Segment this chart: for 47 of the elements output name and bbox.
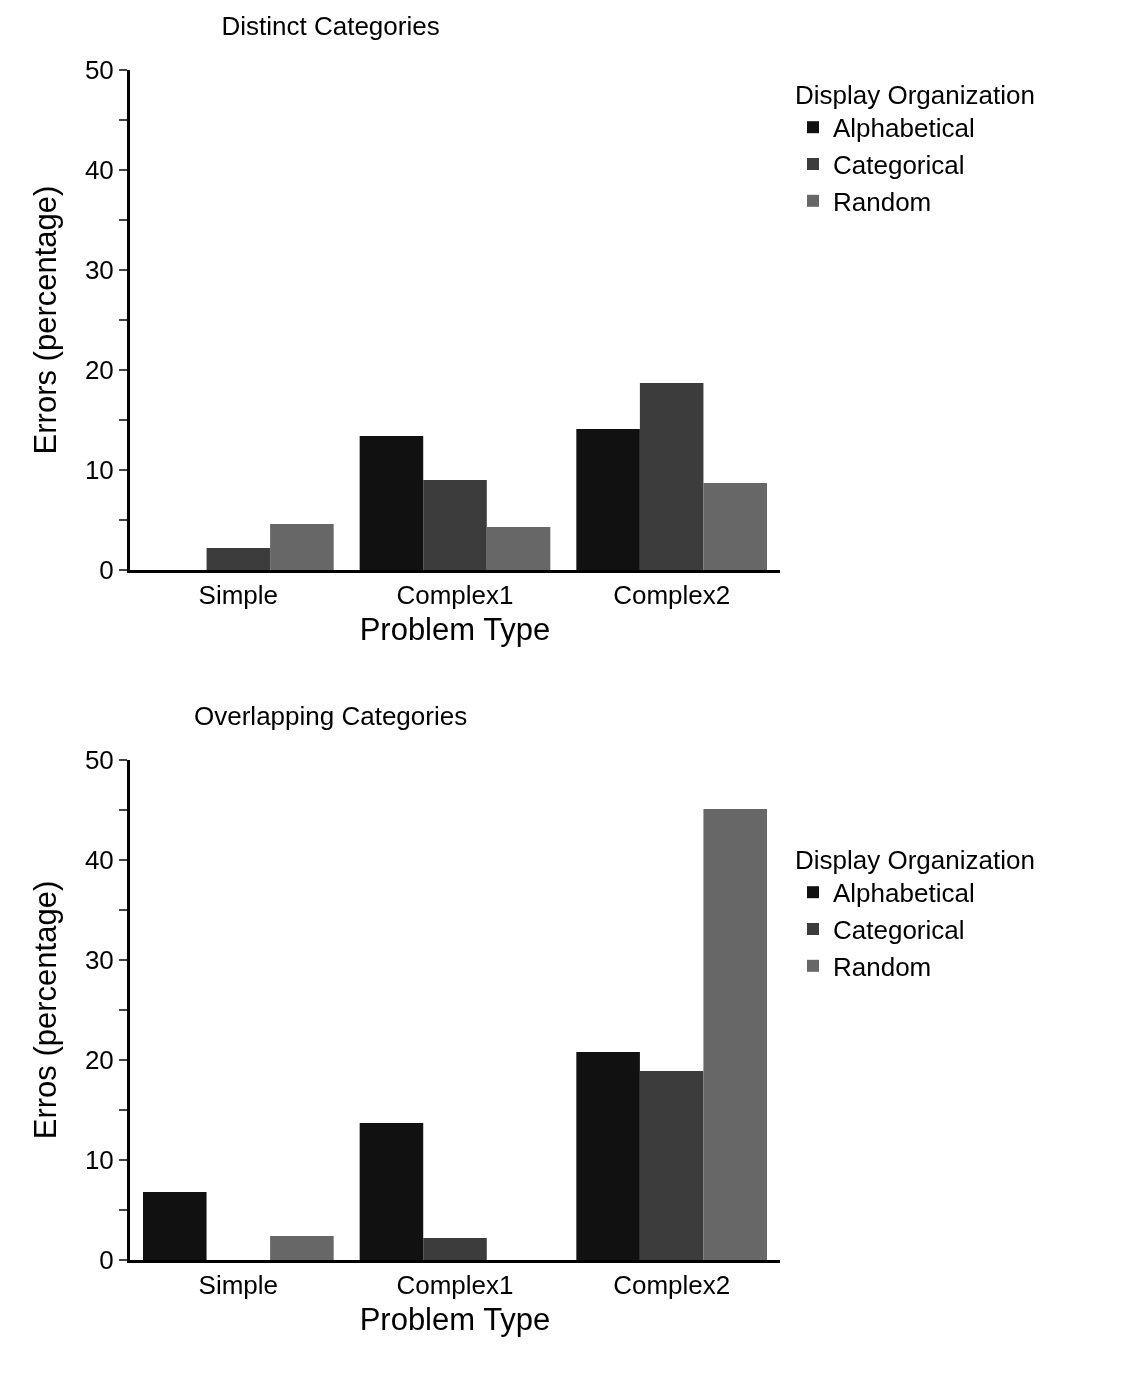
y-tick-label: 10 <box>84 455 114 486</box>
bar <box>576 1052 640 1260</box>
bar <box>576 429 640 570</box>
x-tick-label: Simple <box>198 580 279 611</box>
bar <box>270 524 334 570</box>
legend-label: Random <box>833 951 932 982</box>
y-tick-label: 0 <box>99 1245 114 1276</box>
bar <box>423 480 487 570</box>
bar <box>206 548 271 570</box>
x-tick-label: Simple <box>198 1270 279 1301</box>
y-tick-label: 40 <box>84 845 114 876</box>
y-tick-label: 50 <box>84 55 114 86</box>
bar <box>359 1123 424 1260</box>
x-tick-label: Complex2 <box>613 1270 731 1301</box>
y-tick-label: 0 <box>99 555 114 586</box>
bar <box>143 1192 207 1260</box>
bar <box>639 1071 704 1260</box>
y-tick-label: 10 <box>84 1145 114 1176</box>
bar <box>359 436 424 570</box>
bar <box>639 383 704 570</box>
y-tick-label: 30 <box>84 945 114 976</box>
chart-title: Distinct Categories <box>221 11 440 42</box>
legend-label: Alphabetical <box>833 113 975 144</box>
y-tick-label: 50 <box>84 745 114 776</box>
bar <box>703 809 767 1260</box>
bar <box>423 1238 487 1260</box>
bar <box>703 483 767 570</box>
bar <box>270 1236 334 1260</box>
legend-label: Random <box>833 186 932 217</box>
legend-label: Categorical <box>833 915 965 946</box>
legend-label: Alphabetical <box>833 878 975 909</box>
legend-label: Categorical <box>833 150 965 181</box>
x-tick-label: Complex1 <box>396 1270 514 1301</box>
legend-title: Display Organization <box>795 844 1035 875</box>
x-axis-title: Problem Type <box>359 1302 551 1338</box>
legend-title: Display Organization <box>795 79 1035 110</box>
y-tick-label: 20 <box>84 1045 114 1076</box>
y-tick-label: 30 <box>84 255 114 286</box>
bar <box>486 527 551 570</box>
y-tick-label: 20 <box>84 355 114 386</box>
y-tick-label: 40 <box>84 155 114 186</box>
x-tick-label: Complex1 <box>396 580 514 611</box>
x-tick-label: Complex2 <box>613 580 731 611</box>
y-axis-title: Erros (percentage) <box>28 880 63 1140</box>
x-axis-title: Problem Type <box>359 612 551 648</box>
chart-title: Overlapping Categories <box>194 701 468 732</box>
y-axis-title: Errors (percentage) <box>28 185 63 455</box>
